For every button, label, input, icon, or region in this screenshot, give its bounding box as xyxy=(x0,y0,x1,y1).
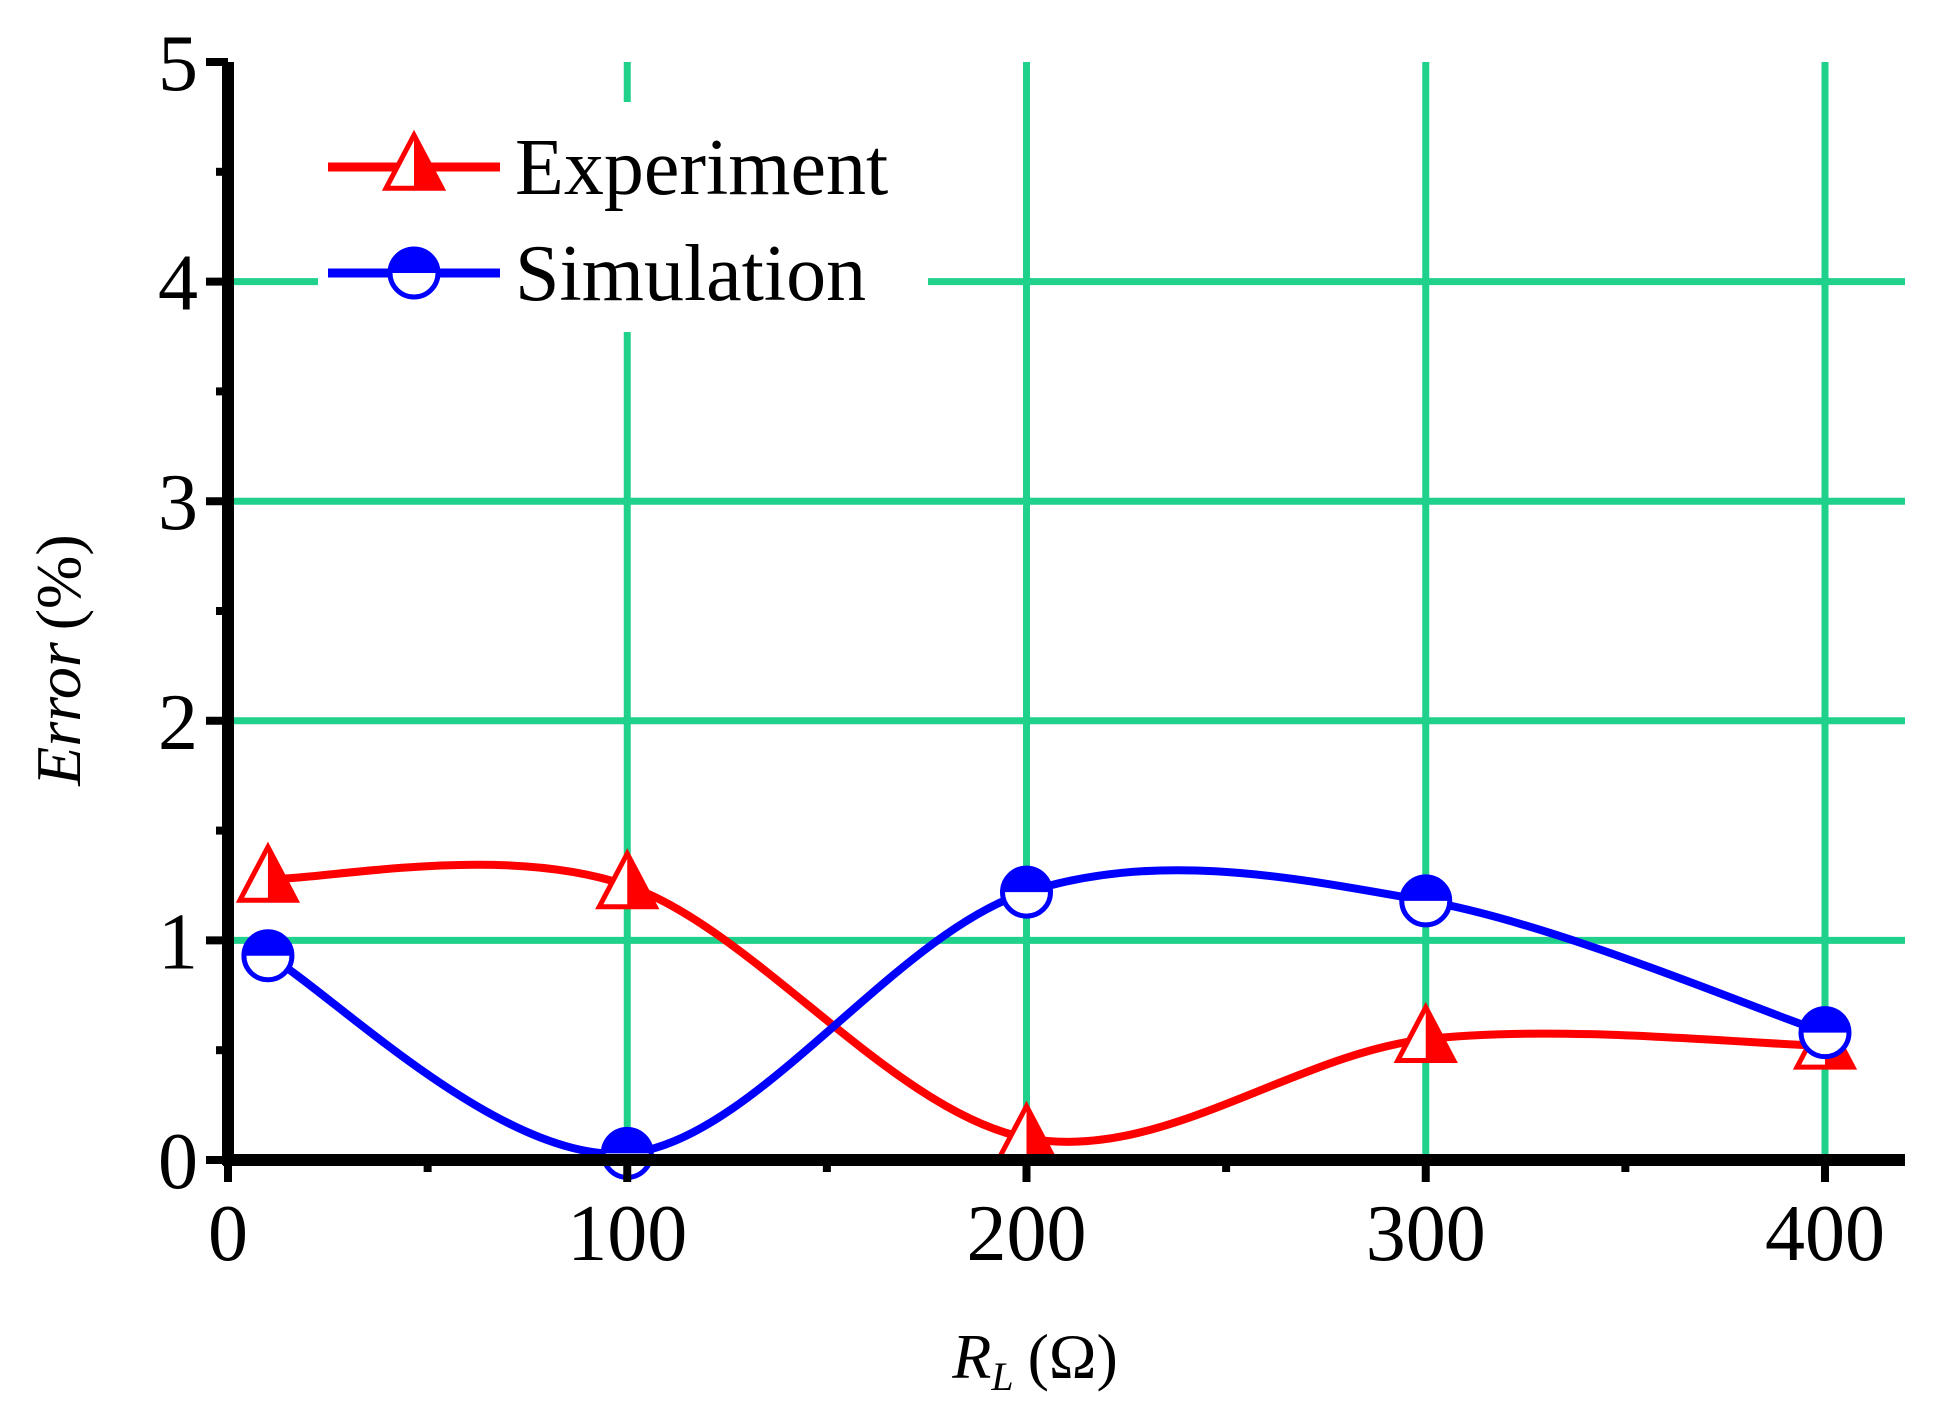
y-tick-label: 0 xyxy=(158,1118,198,1206)
data-point-simulation xyxy=(1399,874,1453,928)
axes xyxy=(206,58,1905,1182)
x-tick-label: 200 xyxy=(967,1190,1087,1278)
y-axis-title: Error (%) xyxy=(23,534,94,786)
marker-fill xyxy=(1801,1008,1849,1033)
x-axis-title-main: R xyxy=(951,1321,991,1392)
x-axis-title-unit: (Ω) xyxy=(1028,1321,1118,1392)
x-tick-label: 100 xyxy=(567,1190,687,1278)
data-point-simulation xyxy=(1798,1006,1852,1060)
tick-labels: 0 1 2 3 4 5 0 100 200 300 400 xyxy=(158,20,1885,1278)
x-axis-title: RL (Ω) xyxy=(951,1321,1118,1399)
x-axis-title-sub: L xyxy=(990,1354,1013,1399)
data-point-simulation xyxy=(241,929,295,983)
legend: Experiment Simulation xyxy=(318,102,928,332)
marker-fill xyxy=(243,931,292,956)
grid xyxy=(228,62,1905,1160)
data-point-experiment xyxy=(235,841,301,903)
y-tick-label: 1 xyxy=(158,898,198,986)
legend-label: Experiment xyxy=(515,124,888,212)
legend-marker xyxy=(387,246,441,300)
y-axis-title-unit: (%) xyxy=(23,534,94,630)
marker-fill xyxy=(627,853,656,907)
data-point-experiment xyxy=(595,848,660,910)
marker-fill xyxy=(267,846,296,901)
marker-fill xyxy=(1026,1106,1055,1160)
legend-marker xyxy=(381,129,447,191)
y-tick-label: 2 xyxy=(158,679,198,767)
legend-label: Simulation xyxy=(515,230,866,318)
marker-fill xyxy=(1425,1007,1454,1061)
legend-item-experiment: Experiment xyxy=(328,124,888,212)
series-layer xyxy=(235,841,1858,1180)
x-tick-label: 300 xyxy=(1366,1190,1486,1278)
y-axis-title-main: Error xyxy=(23,641,94,787)
legend-item-simulation: Simulation xyxy=(328,230,866,318)
x-tick-label: 400 xyxy=(1765,1190,1885,1278)
y-tick-label: 3 xyxy=(158,459,198,547)
y-tick-label: 4 xyxy=(158,240,198,328)
y-tick-label: 5 xyxy=(158,20,198,108)
marker-fill xyxy=(603,1129,652,1154)
data-point-simulation xyxy=(1000,865,1053,919)
x-tick-label: 0 xyxy=(208,1190,248,1278)
data-point-experiment xyxy=(1393,1001,1458,1063)
marker-fill xyxy=(1002,868,1051,893)
marker-fill xyxy=(414,135,442,189)
marker-fill xyxy=(390,249,438,273)
marker-fill xyxy=(1401,876,1450,901)
series-line-simulation xyxy=(265,866,1827,1158)
